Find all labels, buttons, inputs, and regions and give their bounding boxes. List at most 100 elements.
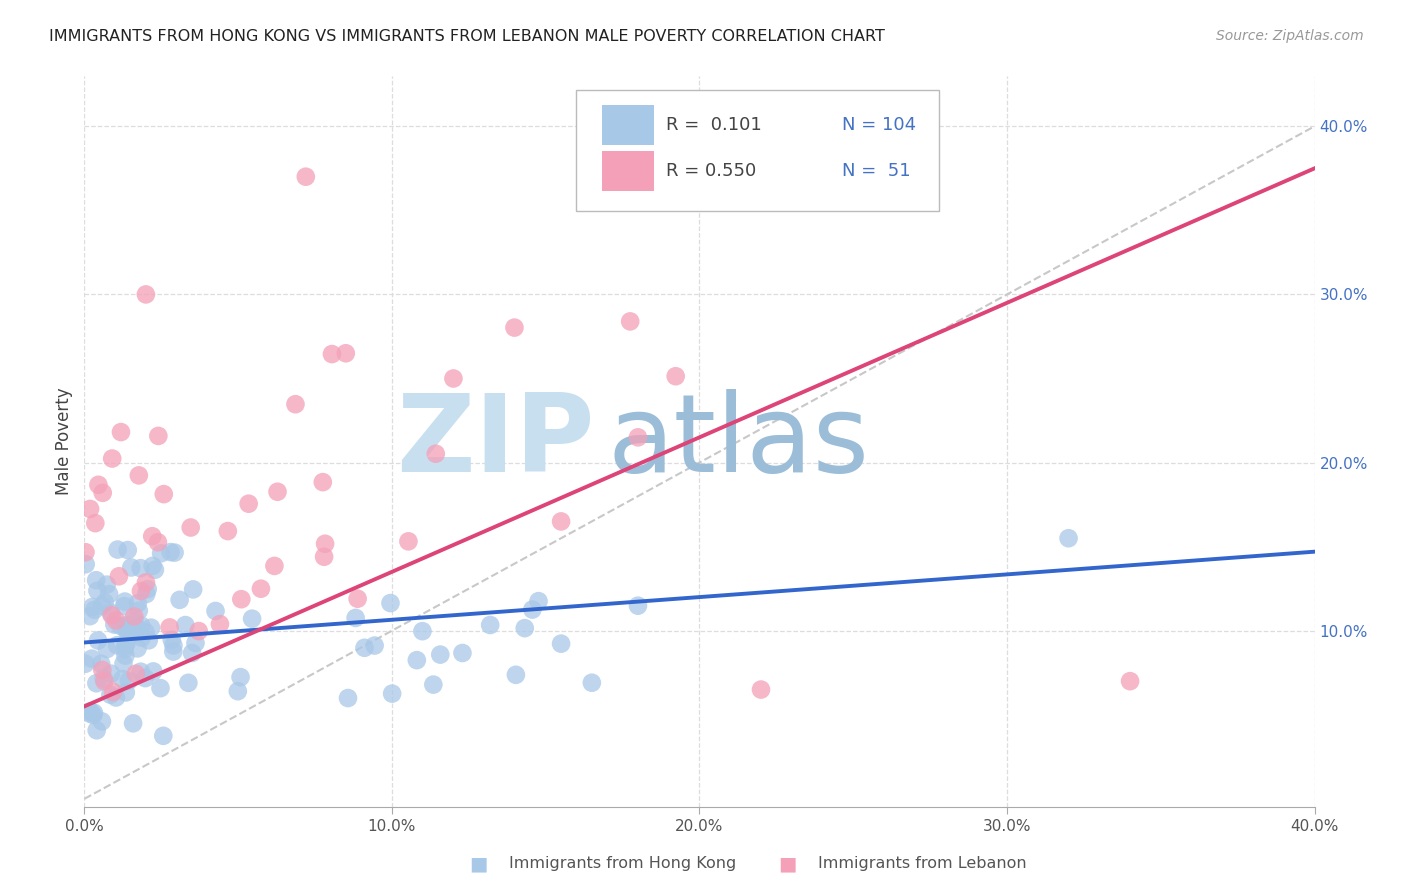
Point — [103, 617, 125, 632]
Point — [86, 723, 108, 738]
Point — [314, 537, 336, 551]
Point — [110, 619, 132, 633]
Point — [105, 638, 128, 652]
Point — [550, 637, 572, 651]
Point — [125, 626, 148, 640]
Point — [160, 632, 183, 647]
Point — [79, 502, 101, 516]
Point — [443, 371, 465, 385]
Point — [118, 673, 141, 688]
Point — [82, 708, 104, 723]
Point — [665, 369, 688, 384]
Point — [86, 583, 108, 598]
Text: R = 0.550: R = 0.550 — [666, 162, 756, 180]
Point — [91, 663, 114, 677]
Point — [162, 639, 184, 653]
Point — [94, 595, 117, 609]
Point — [84, 516, 107, 530]
Point — [108, 569, 131, 583]
Point — [229, 670, 252, 684]
Point — [231, 592, 253, 607]
Point — [100, 688, 122, 702]
Point — [344, 611, 367, 625]
Point — [122, 609, 145, 624]
Point — [1119, 674, 1142, 689]
Point — [79, 609, 101, 624]
Point — [240, 612, 263, 626]
Point — [84, 573, 107, 587]
Point — [134, 671, 156, 685]
Point — [90, 714, 112, 729]
Y-axis label: Male Poverty: Male Poverty — [55, 388, 73, 495]
Point — [83, 603, 105, 617]
Text: IMMIGRANTS FROM HONG KONG VS IMMIGRANTS FROM LEBANON MALE POVERTY CORRELATION CH: IMMIGRANTS FROM HONG KONG VS IMMIGRANTS … — [49, 29, 886, 44]
Point — [152, 487, 174, 501]
Point — [142, 558, 165, 573]
Point — [75, 545, 97, 559]
Point — [93, 674, 115, 689]
Point — [163, 545, 186, 559]
Point — [129, 618, 152, 632]
Point — [204, 604, 226, 618]
Point — [505, 668, 527, 682]
Point — [148, 429, 170, 443]
Point — [451, 646, 474, 660]
Point — [250, 582, 273, 596]
Point — [749, 682, 772, 697]
Point — [411, 624, 433, 639]
Point — [312, 475, 335, 490]
Point — [184, 636, 207, 650]
Text: ■: ■ — [468, 854, 488, 873]
Point — [107, 542, 129, 557]
Point — [177, 675, 200, 690]
Point — [105, 614, 128, 628]
Point — [335, 346, 357, 360]
Point — [110, 425, 132, 439]
Point — [90, 657, 112, 671]
Point — [101, 685, 124, 699]
Point — [80, 651, 103, 665]
Point — [135, 625, 157, 640]
Point — [77, 706, 100, 721]
Point — [79, 704, 101, 718]
Point — [127, 596, 149, 610]
Point — [425, 447, 447, 461]
Point — [381, 687, 404, 701]
Point — [96, 642, 118, 657]
Text: ■: ■ — [778, 854, 797, 873]
Point — [136, 582, 159, 596]
Point — [321, 347, 343, 361]
Point — [111, 672, 134, 686]
Text: Immigrants from Hong Kong: Immigrants from Hong Kong — [509, 856, 737, 871]
Point — [82, 599, 104, 614]
Point — [114, 642, 136, 657]
Point — [187, 624, 209, 638]
Point — [169, 592, 191, 607]
Point — [429, 648, 451, 662]
Point — [479, 618, 502, 632]
Point — [117, 543, 139, 558]
Point — [353, 640, 375, 655]
Point — [422, 677, 444, 691]
Point — [135, 587, 157, 601]
Point — [87, 477, 110, 491]
Point — [93, 672, 115, 686]
Point — [91, 599, 114, 613]
Point — [522, 602, 544, 616]
Point — [174, 618, 197, 632]
Point — [120, 560, 142, 574]
Point — [122, 716, 145, 731]
Point — [1057, 531, 1080, 545]
FancyBboxPatch shape — [602, 105, 654, 145]
Point — [142, 665, 165, 679]
Point — [226, 684, 249, 698]
Point — [263, 558, 285, 573]
Point — [513, 621, 536, 635]
Point — [125, 666, 148, 681]
Point — [141, 529, 163, 543]
Point — [363, 639, 385, 653]
Point — [91, 485, 114, 500]
Point — [115, 622, 138, 636]
Point — [112, 657, 135, 671]
Point — [405, 653, 427, 667]
